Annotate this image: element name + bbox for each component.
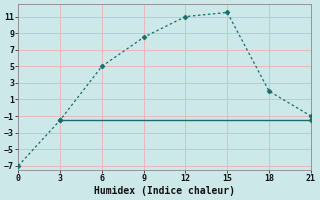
X-axis label: Humidex (Indice chaleur): Humidex (Indice chaleur) xyxy=(94,186,235,196)
